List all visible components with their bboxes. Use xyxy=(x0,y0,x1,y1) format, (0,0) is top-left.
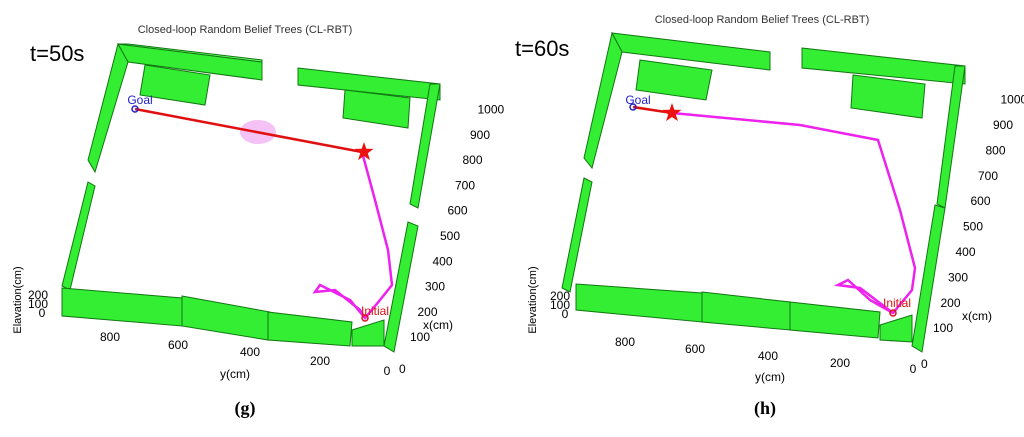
z-axis-label: Elevation(cm) xyxy=(527,266,539,333)
x-tick-label: 900 xyxy=(993,118,1013,132)
initial-label: Initial xyxy=(883,296,911,310)
x-tick-label: 0 xyxy=(921,357,928,371)
x-tick-label: 500 xyxy=(963,220,983,234)
x-tick-label: 700 xyxy=(978,169,998,183)
x-tick-label: 400 xyxy=(956,245,976,259)
y-axis-label: y(cm) xyxy=(220,367,250,381)
y-tick-label: 0 xyxy=(384,364,391,378)
y-tick-label: 200 xyxy=(310,354,330,368)
caption: (g) xyxy=(235,398,256,419)
x-tick-label: 900 xyxy=(470,128,490,142)
x-axis-label: x(cm) xyxy=(423,318,453,332)
initial-label: Initial xyxy=(361,304,389,318)
x-tick-label: 300 xyxy=(425,280,445,294)
x-tick-label: 100 xyxy=(933,321,953,335)
x-tick-label: 1000 xyxy=(1001,93,1024,107)
x-tick-label: 700 xyxy=(455,178,475,192)
panel-title: Closed-loop Random Belief Trees (CL-RBT) xyxy=(138,24,353,36)
y-tick-label: 0 xyxy=(910,362,917,376)
x-tick-label: 800 xyxy=(463,153,483,167)
x-tick-label: 1000 xyxy=(478,102,505,116)
y-tick-label: 600 xyxy=(685,342,705,356)
x-tick-label: 200 xyxy=(941,296,961,310)
time-label: t=60s xyxy=(515,36,569,61)
y-tick-label: 200 xyxy=(830,356,850,370)
x-tick-label: 600 xyxy=(448,204,468,218)
x-tick-label: 300 xyxy=(948,270,968,284)
y-tick-label: 600 xyxy=(168,338,188,352)
x-tick-label: 400 xyxy=(433,254,453,268)
time-label: t=50s xyxy=(30,41,84,66)
x-tick-label: 100 xyxy=(410,330,430,344)
z-tick-label: 0 xyxy=(39,306,46,320)
z-axis-label: Elavation(cm) xyxy=(12,266,24,333)
y-tick-label: 800 xyxy=(615,335,635,349)
x-tick-label: 600 xyxy=(971,194,991,208)
x-tick-label: 800 xyxy=(986,143,1006,157)
goal-label: Goal xyxy=(127,93,152,107)
x-tick-label: 500 xyxy=(440,229,460,243)
y-axis-label: y(cm) xyxy=(755,370,785,384)
y-tick-label: 400 xyxy=(240,345,260,359)
y-tick-label: 800 xyxy=(100,330,120,344)
goal-label: Goal xyxy=(625,93,650,107)
x-axis-label: x(cm) xyxy=(962,309,992,323)
y-tick-label: 400 xyxy=(758,349,778,363)
x-tick-label: 200 xyxy=(418,305,438,319)
x-tick-label: 0 xyxy=(399,362,406,376)
caption: (h) xyxy=(754,398,776,419)
z-tick-label: 0 xyxy=(562,307,569,321)
panel-title: Closed-loop Random Belief Trees (CL-RBT) xyxy=(655,14,870,26)
